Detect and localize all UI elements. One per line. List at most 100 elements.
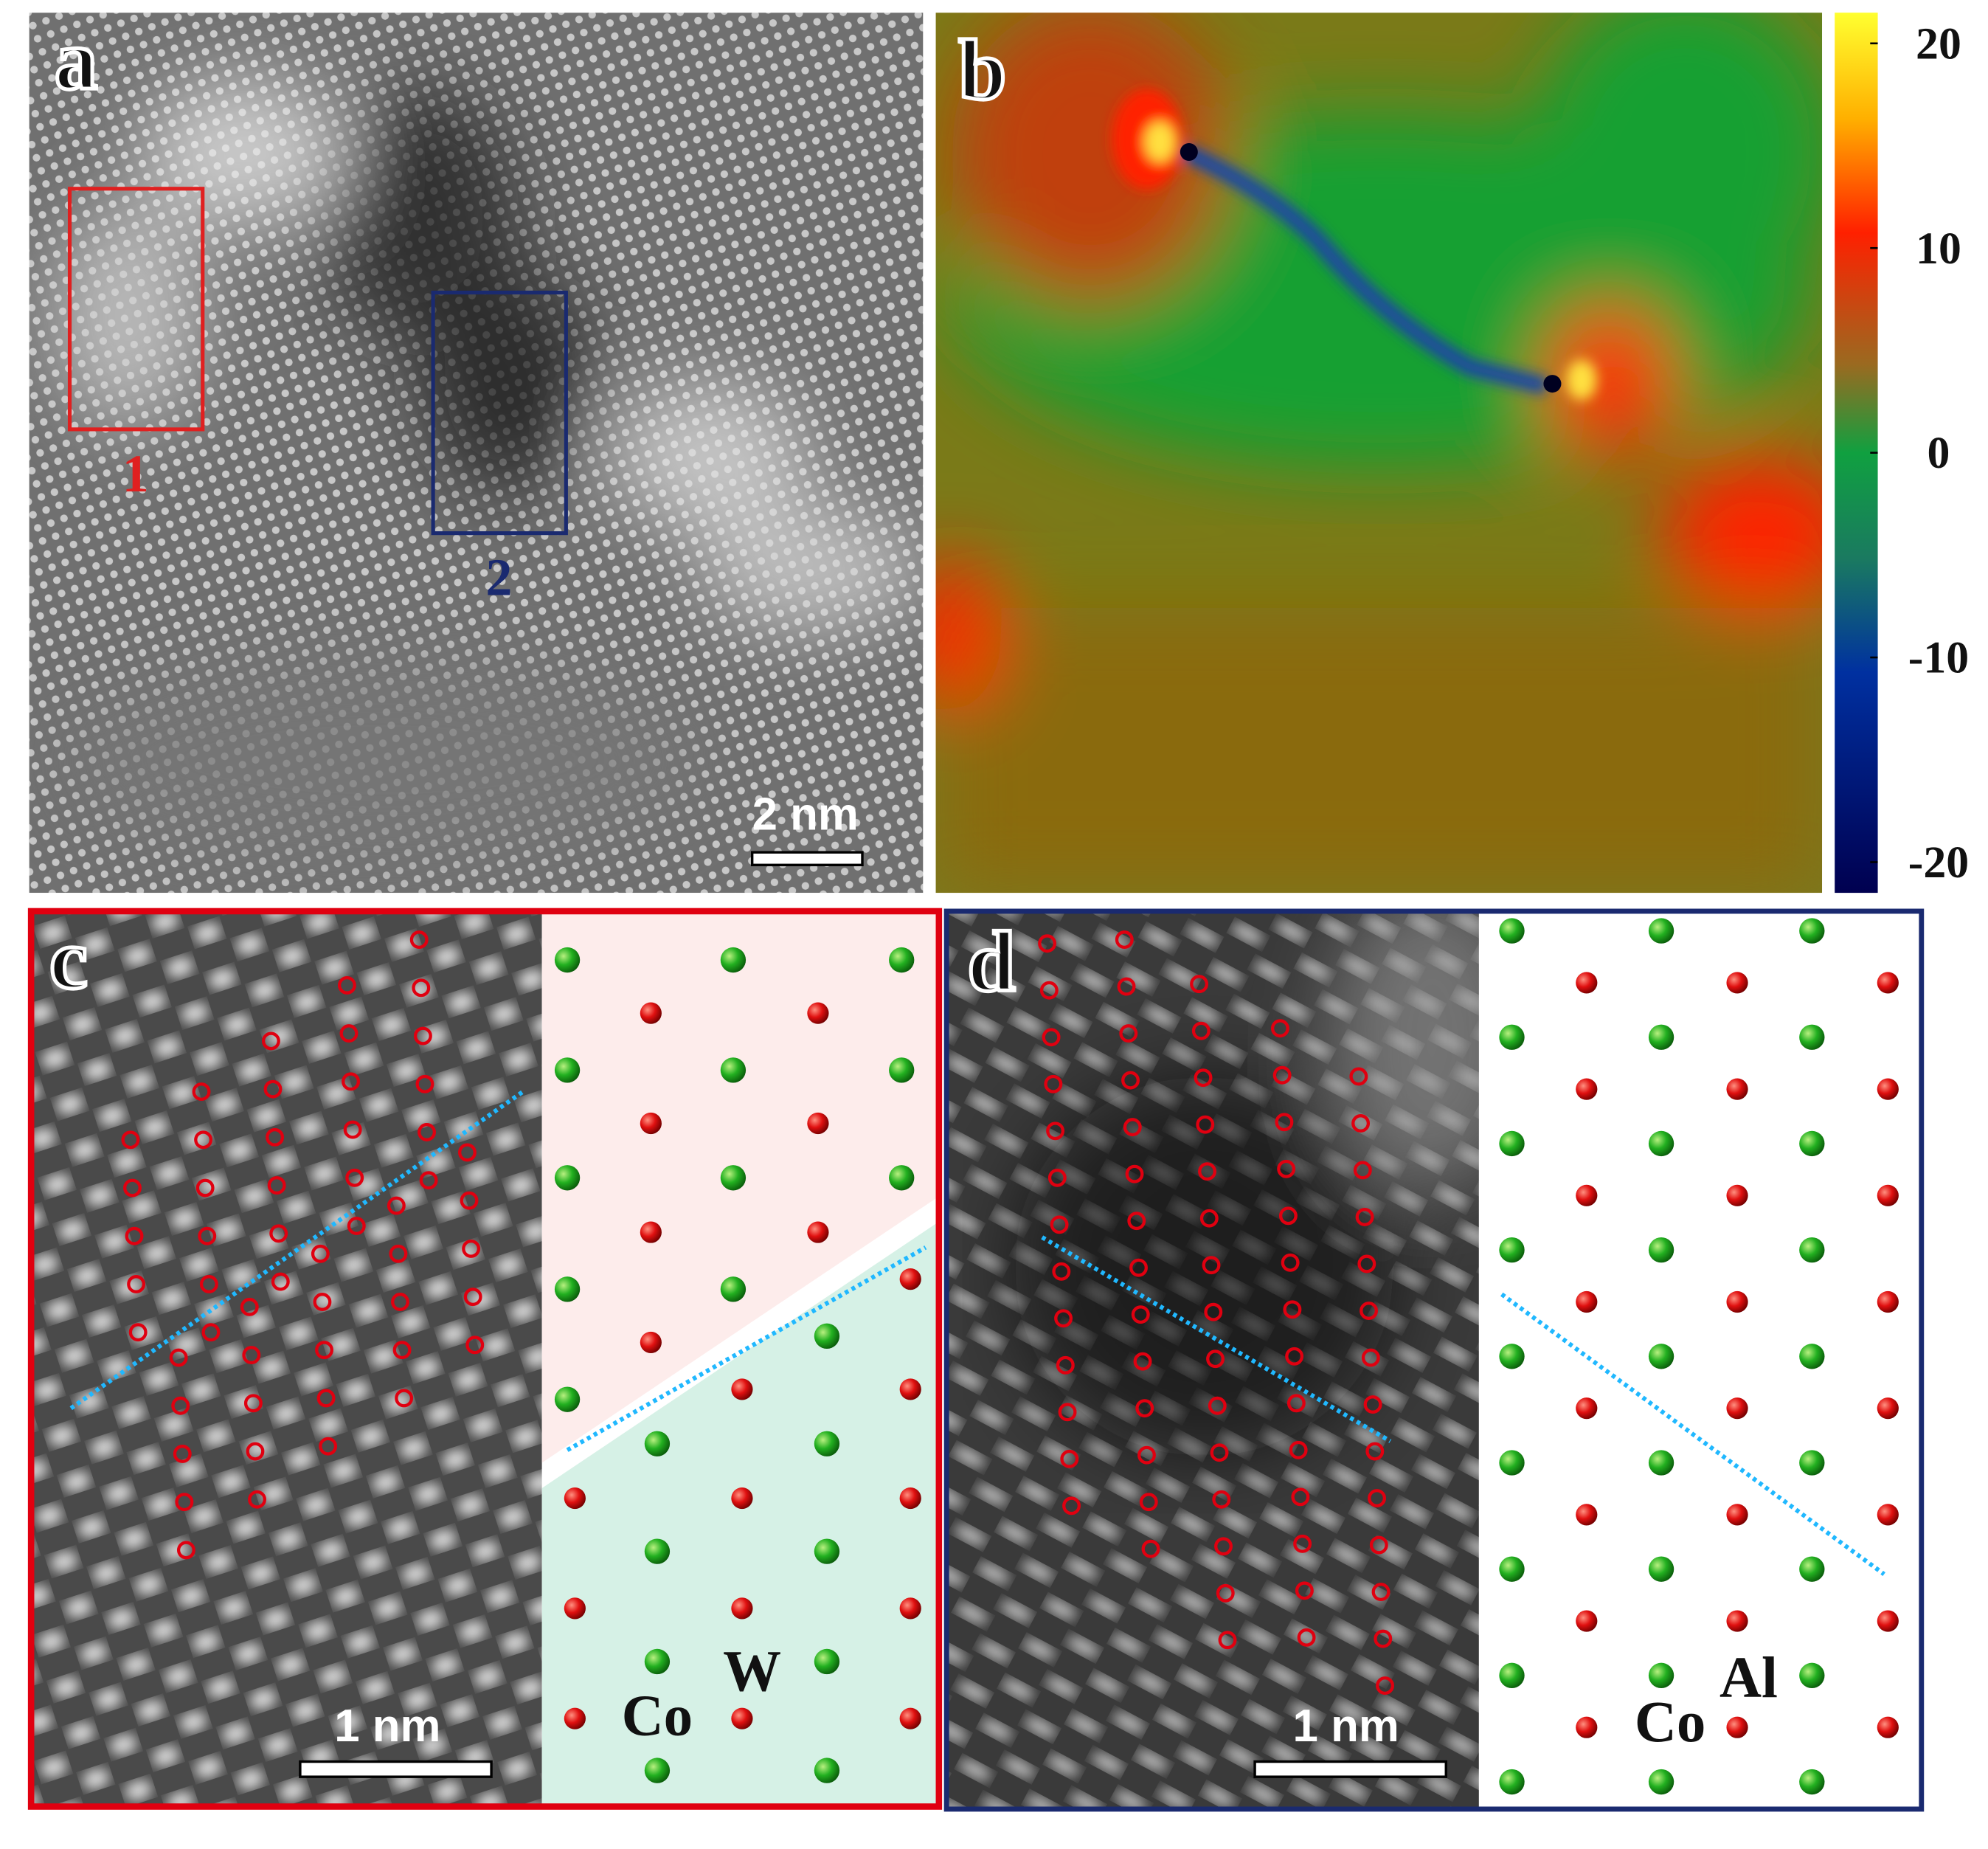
atom-marker [1056, 1355, 1075, 1375]
colorbar-tick-label: -20 [1908, 837, 1969, 888]
atom-marker [413, 1026, 432, 1046]
atom-marker [1376, 1676, 1394, 1696]
atom-red [1726, 1397, 1748, 1420]
atom-red [1576, 972, 1598, 994]
atom-green [1648, 1237, 1674, 1263]
atom-green [720, 1276, 747, 1302]
atom-green [1799, 1344, 1825, 1369]
interface-line [566, 1245, 927, 1452]
atom-marker [1052, 1262, 1071, 1281]
atom-marker [345, 1168, 364, 1187]
atom-marker [419, 1171, 438, 1190]
atom-marker [1360, 1302, 1379, 1320]
atom-green [1499, 1024, 1525, 1050]
atom-red [1576, 1504, 1598, 1526]
atom-marker [1194, 1068, 1213, 1088]
atom-marker [1218, 1631, 1237, 1650]
atom-model-c [121, 930, 921, 1783]
atom-green [1799, 1769, 1825, 1795]
atom-red [564, 1707, 586, 1729]
scale-bar-label: 1 nm [334, 1701, 440, 1752]
colorbar-tick-label: 20 [1916, 18, 1961, 69]
atom-marker [1204, 1302, 1223, 1321]
atom-marker [1060, 1449, 1079, 1468]
panel-c-image [32, 913, 542, 1805]
atom-marker [1275, 1113, 1294, 1132]
atom-marker [395, 1389, 414, 1408]
panel-b-map [935, 13, 1823, 894]
atom-marker [311, 1244, 330, 1263]
atom-green [720, 1057, 747, 1083]
atom-marker [418, 1123, 436, 1141]
atom-label: Al [1719, 1646, 1778, 1710]
atom-green [814, 1431, 840, 1456]
atom-marker [1210, 1443, 1229, 1462]
atom-marker [1374, 1629, 1393, 1648]
atom-marker [313, 1293, 332, 1311]
atom-marker [1295, 1581, 1314, 1600]
atom-marker [199, 1275, 218, 1293]
atom-red [1877, 972, 1899, 994]
atom-green [1648, 1769, 1674, 1795]
atom-marker [1117, 977, 1136, 996]
atom-marker [458, 1143, 477, 1162]
scale-bar-label: 1 nm [1293, 1701, 1399, 1752]
atom-marker [343, 1120, 362, 1139]
atom-marker [1062, 1496, 1081, 1516]
colorbar-tick-label: 10 [1916, 224, 1961, 274]
atom-red [1576, 1078, 1598, 1100]
atom-marker [462, 1239, 481, 1258]
scale-bar [750, 851, 864, 867]
atom-red [731, 1597, 753, 1620]
atom-green [1499, 1556, 1525, 1582]
atom-red [807, 1221, 829, 1243]
atom-red [1576, 1184, 1598, 1206]
atom-red [1576, 1610, 1598, 1632]
atom-green [644, 1648, 671, 1675]
atom-red [807, 1002, 829, 1024]
atom-green [1799, 1024, 1825, 1050]
atom-marker [269, 1224, 288, 1243]
atom-marker [315, 1341, 333, 1360]
atom-green [889, 947, 915, 973]
interface-line [1041, 1235, 1392, 1443]
atom-marker [1038, 934, 1057, 953]
atom-green [720, 1165, 747, 1191]
atom-green [1499, 918, 1525, 944]
atom-marker [1042, 1028, 1061, 1047]
atom-red [1576, 1397, 1598, 1420]
atom-marker [1198, 1162, 1216, 1181]
atom-marker [1371, 1583, 1390, 1602]
atom-marker [1353, 1161, 1372, 1180]
atom-marker [261, 1031, 280, 1051]
atom-green [1499, 1662, 1525, 1689]
atom-green [554, 1057, 581, 1083]
atom-marker [1133, 1352, 1152, 1371]
atom-green [1648, 1130, 1674, 1157]
atom-marker [243, 1394, 263, 1413]
scale-bar [299, 1760, 493, 1778]
atom-marker [1127, 1212, 1146, 1231]
atom-green [720, 947, 747, 973]
atom-marker [1349, 1067, 1368, 1086]
atom-marker [316, 1389, 336, 1408]
atom-marker [1283, 1300, 1302, 1319]
atom-marker [246, 1442, 265, 1461]
atom-green [1648, 918, 1674, 944]
interface-line [69, 1090, 524, 1411]
atom-red [899, 1378, 921, 1400]
atom-marker [1369, 1535, 1388, 1555]
atom-marker [1141, 1539, 1160, 1558]
atom-marker [201, 1323, 221, 1342]
atom-marker [1125, 1164, 1144, 1183]
atom-green [1499, 1130, 1525, 1157]
atom-marker [342, 1072, 360, 1091]
atom-red [899, 1707, 921, 1729]
atom-marker [319, 1437, 338, 1456]
atom-marker [1137, 1445, 1156, 1465]
atom-green [1499, 1769, 1525, 1795]
atom-marker [1216, 1583, 1235, 1603]
atom-marker [1191, 1021, 1211, 1040]
atom-marker [1270, 1019, 1289, 1038]
atom-marker [169, 1348, 188, 1367]
